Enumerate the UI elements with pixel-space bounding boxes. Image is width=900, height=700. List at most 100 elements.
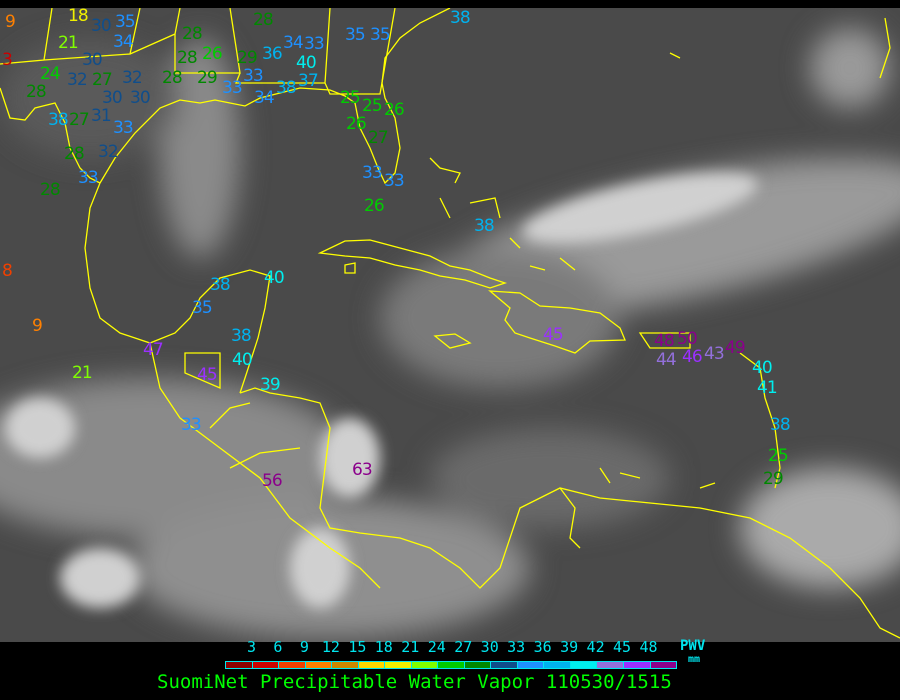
legend-unit-label: PWV: [680, 638, 706, 654]
station-pwv-value: 33: [304, 34, 325, 54]
station-pwv-value: 33: [78, 168, 99, 188]
legend-swatch: [411, 662, 439, 668]
legend-unit: mm: [688, 654, 701, 665]
station-pwv-value: 33: [243, 66, 264, 86]
station-pwv-value: 35: [345, 25, 366, 45]
station-pwv-value: 32: [98, 142, 119, 162]
station-pwv-value: 27: [69, 110, 90, 130]
station-pwv-value: 33: [362, 163, 383, 183]
legend-swatch: [305, 662, 333, 668]
station-pwv-value: 31: [91, 106, 112, 126]
station-pwv-value: 36: [262, 44, 283, 64]
legend-swatch: [570, 662, 598, 668]
station-pwv-value: 47: [143, 340, 164, 360]
station-pwv-value: 33: [384, 171, 405, 191]
station-pwv-value: 28: [64, 144, 85, 164]
legend-tick: 42: [586, 638, 605, 656]
station-pwv-value: 40: [232, 350, 253, 370]
legend-swatch: [252, 662, 280, 668]
legend-swatch: [517, 662, 545, 668]
station-pwv-value: 33: [222, 78, 243, 98]
legend-tick: 24: [427, 638, 446, 656]
legend-swatch: [650, 662, 677, 668]
station-pwv-value: 38: [474, 216, 495, 236]
legend-tick: 9: [299, 638, 309, 656]
station-pwv-value: 28: [162, 68, 183, 88]
legend-swatch: [385, 662, 412, 668]
station-pwv-value: 35: [192, 298, 213, 318]
legend-swatch: [544, 662, 571, 668]
station-pwv-value: 38: [770, 415, 791, 435]
station-pwv-value: 27: [368, 128, 389, 148]
station-pwv-value: 28: [177, 48, 198, 68]
station-pwv-value: 35: [115, 12, 136, 32]
station-pwv-value: 32: [122, 68, 143, 88]
legend-tick: 21: [401, 638, 420, 656]
station-pwv-value: 33: [113, 118, 134, 138]
station-pwv-value: 29: [237, 48, 258, 68]
satellite-image: [0, 8, 900, 642]
station-pwv-value: 41: [757, 378, 778, 398]
station-pwv-value: 21: [58, 33, 79, 53]
station-pwv-value: 46: [682, 347, 703, 367]
station-pwv-value: 28: [253, 10, 274, 30]
legend-tick: 3: [246, 638, 256, 656]
station-pwv-value: 40: [264, 268, 285, 288]
station-pwv-value: 30: [91, 16, 112, 36]
station-pwv-value: 30: [82, 50, 103, 70]
legend-color-bar: [225, 661, 677, 669]
station-pwv-value: 50: [677, 329, 698, 349]
legend-tick: 39: [560, 638, 579, 656]
legend-tick: 18: [374, 638, 393, 656]
station-pwv-value: 26: [202, 44, 223, 64]
station-pwv-value: 40: [752, 358, 773, 378]
station-pwv-value: 21: [72, 363, 93, 383]
station-pwv-value: 25: [768, 446, 789, 466]
station-pwv-value: 38: [450, 8, 471, 28]
map-title: SuomiNet Precipitable Water Vapor 110530…: [157, 671, 672, 693]
station-pwv-value: 48: [654, 331, 675, 351]
legend-swatch: [438, 662, 465, 668]
station-pwv-value: 45: [197, 365, 218, 385]
station-pwv-value: 37: [298, 71, 319, 91]
station-pwv-value: 8: [2, 261, 13, 281]
station-pwv-value: 63: [352, 460, 373, 480]
legend-swatch: [279, 662, 306, 668]
color-legend: 3 6 9 12 15 18 21 24 27 30 33 36 39 42 45 48 PWV mm Suo…: [0, 638, 900, 700]
legend-swatch: [226, 662, 253, 668]
legend-swatch: [623, 662, 651, 668]
legend-tick: 27: [454, 638, 473, 656]
station-pwv-value: 26: [384, 100, 405, 120]
station-pwv-value: 45: [543, 325, 564, 345]
station-pwv-value: 30: [130, 88, 151, 108]
station-pwv-value: 34: [113, 32, 134, 52]
cloud-cover: [0, 28, 900, 638]
legend-tick: 15: [348, 638, 367, 656]
station-pwv-value: 26: [346, 114, 367, 134]
station-pwv-value: 34: [283, 33, 304, 53]
legend-swatch: [491, 662, 518, 668]
station-pwv-value: 29: [763, 469, 784, 489]
station-pwv-value: 25: [362, 96, 383, 116]
station-pwv-value: 35: [370, 25, 391, 45]
station-pwv-value: 39: [260, 375, 281, 395]
legend-tick: 48: [639, 638, 658, 656]
station-pwv-value: 38: [48, 110, 69, 130]
station-pwv-value: 9: [32, 316, 43, 336]
station-pwv-value: 9: [5, 12, 16, 32]
station-pwv-value: 28: [182, 24, 203, 44]
legend-tick: 33: [507, 638, 526, 656]
legend-swatch: [332, 662, 359, 668]
legend-tick: 45: [613, 638, 632, 656]
station-pwv-value: 38: [210, 275, 231, 295]
station-pwv-value: 34: [254, 88, 275, 108]
legend-swatch: [358, 662, 386, 668]
station-pwv-value: 25: [340, 88, 361, 108]
station-pwv-value: 27: [92, 70, 113, 90]
legend-swatch: [464, 662, 492, 668]
station-pwv-value: 33: [181, 415, 202, 435]
legend-tick: 30: [480, 638, 499, 656]
legend-tick: 6: [273, 638, 283, 656]
coastlines: [0, 8, 900, 639]
